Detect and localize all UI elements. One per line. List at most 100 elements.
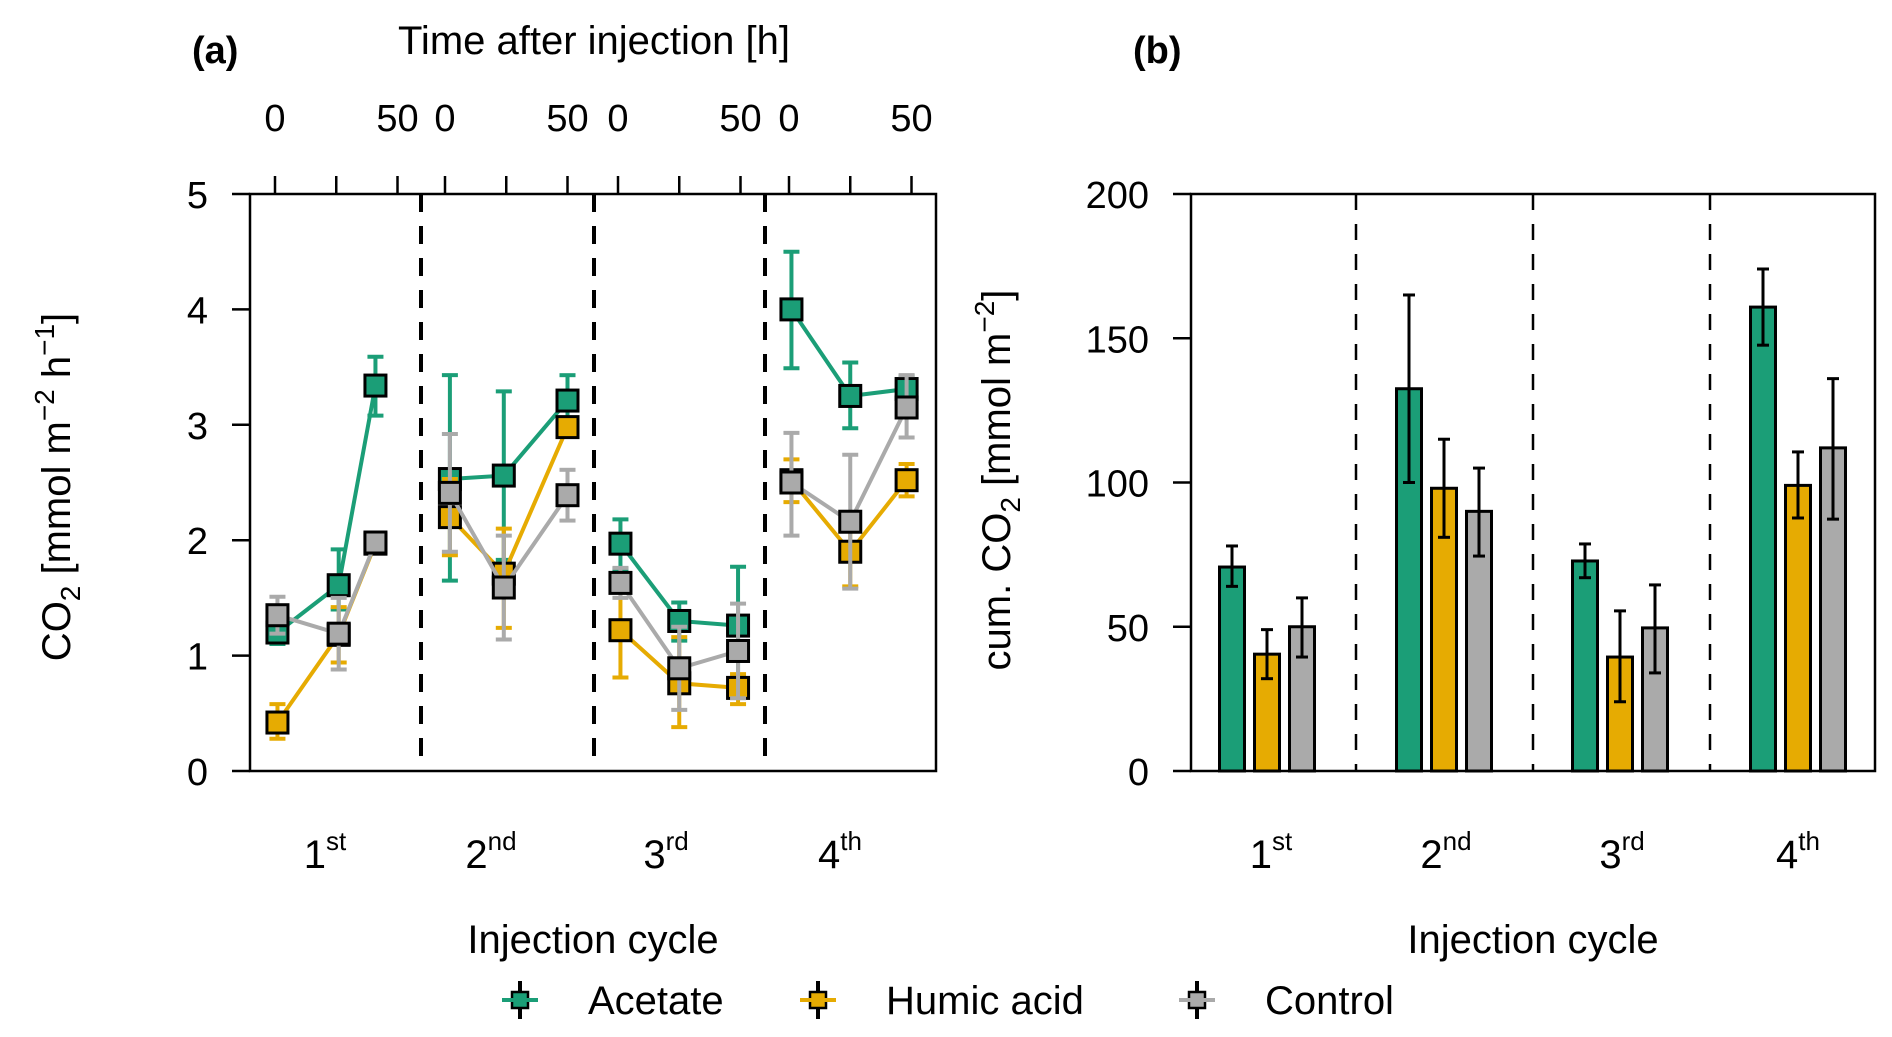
ylabel-unit: [mmol m xyxy=(35,421,79,585)
data-point xyxy=(555,388,580,413)
x-category-label: 1st xyxy=(1250,826,1293,877)
panel-a-x-axis: 1st 2nd 3rd 4th xyxy=(304,826,862,877)
panel-a-x-axis-title: Injection cycle xyxy=(467,918,718,962)
ylabel-close: ] xyxy=(35,313,79,324)
panel-b-x-axis-title: Injection cycle xyxy=(1407,918,1658,962)
bars-control xyxy=(1288,377,1847,773)
data-point xyxy=(363,373,388,398)
data-point xyxy=(363,530,388,555)
top-tick-label: 0 xyxy=(607,98,628,140)
series-line xyxy=(448,426,570,578)
category-number: 2 xyxy=(465,833,487,877)
data-point xyxy=(265,710,290,735)
data-point xyxy=(608,531,633,556)
panel-b-label: (b) xyxy=(1133,30,1182,72)
panel-a-frame xyxy=(248,192,938,773)
category-number: 1 xyxy=(1250,833,1272,877)
top-tick-label: 50 xyxy=(546,98,588,140)
legend-item-control: Control xyxy=(1179,979,1394,1023)
top-tick-label: 0 xyxy=(778,98,799,140)
y-tick-label: 1 xyxy=(187,637,208,679)
category-suffix: rd xyxy=(1622,826,1645,856)
bar xyxy=(1218,565,1246,773)
panel-b-frame xyxy=(1189,192,1877,773)
data-point xyxy=(491,575,516,600)
series-line xyxy=(276,541,378,637)
data-point xyxy=(491,463,516,488)
bars-humic-acid xyxy=(1253,437,1812,773)
category-suffix: th xyxy=(840,826,862,856)
ylabel-main: CO xyxy=(35,601,79,661)
panel-a-top-axis: 0 50 0 50 0 50 0 50 xyxy=(264,98,933,194)
data-point xyxy=(437,480,462,505)
x-category-label: 2nd xyxy=(1420,826,1471,877)
legend-label: Control xyxy=(1265,979,1394,1023)
category-suffix: st xyxy=(1272,826,1293,856)
y-tick-label: 4 xyxy=(187,290,208,332)
data-point xyxy=(779,297,804,322)
x-category-label: 2nd xyxy=(465,826,516,877)
y-tick-label: 2 xyxy=(187,521,208,563)
category-suffix: nd xyxy=(1443,826,1472,856)
series-control xyxy=(265,373,919,712)
y-tick-label: 50 xyxy=(1107,608,1149,650)
ylabel-unit: [mmol m xyxy=(975,333,1019,497)
data-point xyxy=(667,656,692,681)
data-point xyxy=(894,395,919,420)
top-tick-label: 0 xyxy=(264,98,285,140)
legend-label: Acetate xyxy=(588,979,724,1023)
category-suffix: rd xyxy=(666,826,689,856)
legend-label: Humic acid xyxy=(886,979,1084,1023)
x-category-label: 3rd xyxy=(1599,826,1644,877)
category-number: 3 xyxy=(1599,833,1621,877)
bars-acetate xyxy=(1218,267,1777,773)
ylabel-sup2: −1 xyxy=(29,324,60,356)
series-line xyxy=(275,542,378,724)
panel-b-y-axis: 0 50 100 150 200 xyxy=(1086,175,1191,794)
y-tick-label: 5 xyxy=(187,175,208,217)
data-point xyxy=(326,573,351,598)
y-tick-label: 3 xyxy=(187,406,208,448)
legend-item-acetate: Acetate xyxy=(502,979,724,1023)
panel-a-y-axis: 0 1 2 3 4 5 xyxy=(187,175,250,794)
y-tick-label: 100 xyxy=(1086,464,1149,506)
top-tick-label: 0 xyxy=(434,98,455,140)
ylabel-sub: 2 xyxy=(995,497,1026,513)
panel-a: (a) Time after injection [h] 0 50 0 50 0 50 0 5… xyxy=(29,19,938,962)
data-point xyxy=(838,509,863,534)
top-tick-label: 50 xyxy=(890,98,932,140)
ylabel-h: h xyxy=(35,356,79,389)
panel-a-series xyxy=(265,249,919,741)
category-number: 4 xyxy=(818,833,840,877)
x-category-label: 3rd xyxy=(643,826,688,877)
x-category-label: 4th xyxy=(1776,826,1820,877)
category-number: 4 xyxy=(1776,833,1798,877)
panel-b-y-axis-title: cum. CO2 [mmol m−2] xyxy=(969,290,1026,671)
x-category-label: 1st xyxy=(304,826,347,877)
data-point xyxy=(838,383,863,408)
category-suffix: th xyxy=(1798,826,1820,856)
panel-b-cycle-separators xyxy=(1354,194,1712,771)
legend-item-humic-acid: Humic acid xyxy=(800,979,1084,1023)
data-point xyxy=(779,470,804,495)
bar xyxy=(1749,305,1777,773)
legend: Acetate Humic acid Control xyxy=(502,979,1394,1023)
panel-a-top-axis-title: Time after injection [h] xyxy=(398,19,790,63)
panel-b-bars xyxy=(1218,267,1847,773)
category-number: 1 xyxy=(304,833,326,877)
bar xyxy=(1571,559,1599,773)
y-tick-label: 200 xyxy=(1086,175,1149,217)
panel-a-y-axis-title: CO2 [mmol m−2 h−1] xyxy=(29,313,86,661)
panel-a-label: (a) xyxy=(192,30,238,72)
top-tick-label: 50 xyxy=(719,98,761,140)
series-line xyxy=(276,385,378,635)
bar xyxy=(1784,483,1812,773)
data-point xyxy=(726,638,751,663)
category-suffix: nd xyxy=(488,826,517,856)
ylabel-sub: 2 xyxy=(55,586,86,602)
category-number: 3 xyxy=(643,833,665,877)
y-tick-label: 150 xyxy=(1086,319,1149,361)
ylabel-sup1: −2 xyxy=(969,301,1000,333)
